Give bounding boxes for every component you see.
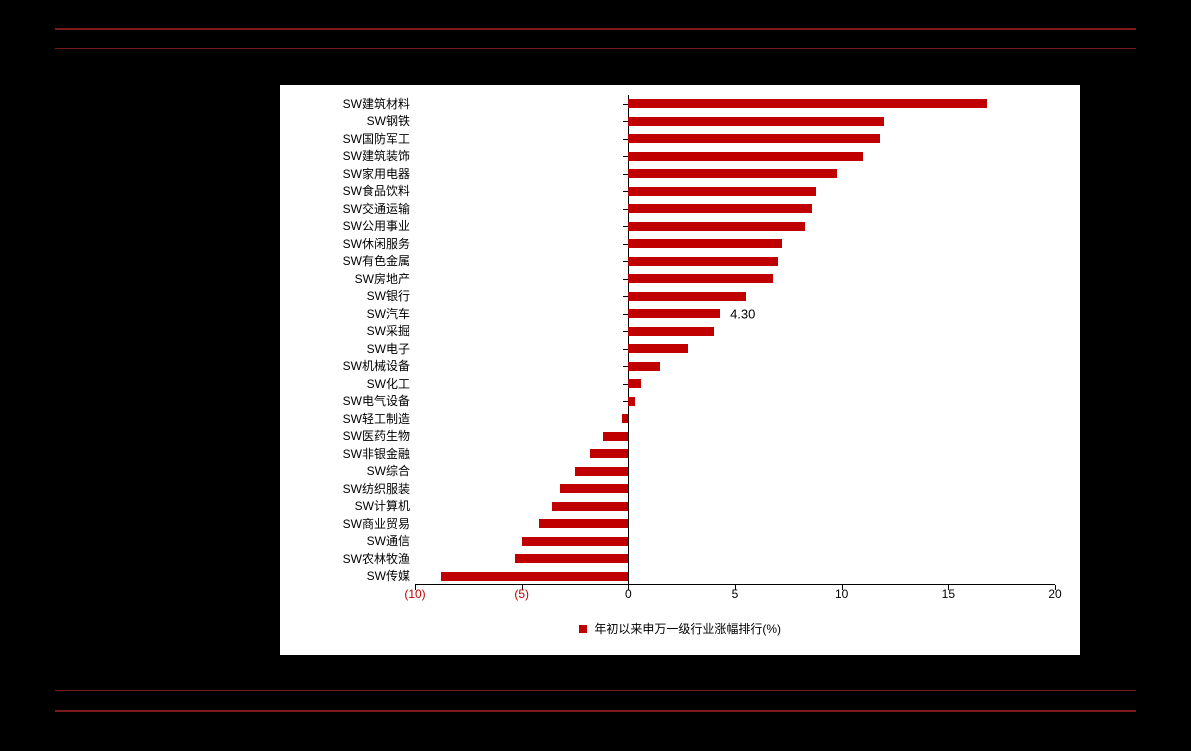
plot-area: 4.30 [415, 95, 1055, 585]
bar [628, 152, 863, 161]
data-label: 4.30 [730, 306, 755, 321]
bar [628, 239, 782, 248]
x-axis-labels: (10)(5)05101520 [415, 587, 1055, 607]
category-label: SW交通运输 [280, 203, 410, 215]
category-label: SW商业贸易 [280, 518, 410, 530]
category-labels: SW建筑材料 SW钢铁 SW国防军工 SW建筑装饰 SW家用电器 SW食品饮料 SW交通运输… [280, 95, 415, 585]
bar [628, 292, 745, 301]
x-axis-label: 20 [1048, 587, 1061, 601]
bar [628, 204, 811, 213]
category-label: SW非银金融 [280, 448, 410, 460]
category-label: SW传媒 [280, 570, 410, 582]
bar [539, 519, 629, 528]
category-label: SW计算机 [280, 500, 410, 512]
category-label: SW家用电器 [280, 168, 410, 180]
bar [603, 432, 629, 441]
x-axis-label: (10) [404, 587, 425, 601]
category-label: SW采掘 [280, 325, 410, 337]
bar [628, 257, 777, 266]
bar [628, 187, 816, 196]
category-label: SW电气设备 [280, 395, 410, 407]
bar [628, 379, 641, 388]
category-label: SW综合 [280, 465, 410, 477]
bar [628, 117, 884, 126]
category-label: SW银行 [280, 290, 410, 302]
x-axis-label: 0 [625, 587, 632, 601]
rule-bottom-thick [55, 710, 1136, 712]
category-label: SW农林牧渔 [280, 553, 410, 565]
bar [628, 169, 837, 178]
category-label: SW医药生物 [280, 430, 410, 442]
rule-bottom-thin [55, 690, 1136, 691]
bar [628, 344, 688, 353]
rule-top-thick [55, 28, 1136, 30]
category-label: SW电子 [280, 343, 410, 355]
bar [515, 554, 628, 563]
bar [560, 484, 628, 493]
category-label: SW公用事业 [280, 220, 410, 232]
category-label: SW汽车 [280, 308, 410, 320]
x-axis-label: 15 [942, 587, 955, 601]
category-label: SW有色金属 [280, 255, 410, 267]
bar [628, 397, 634, 406]
bar [575, 467, 628, 476]
page-root: SW建筑材料 SW钢铁 SW国防军工 SW建筑装饰 SW家用电器 SW食品饮料 SW交通运输… [0, 0, 1191, 751]
category-label: SW建筑材料 [280, 98, 410, 110]
chart-frame: SW建筑材料 SW钢铁 SW国防军工 SW建筑装饰 SW家用电器 SW食品饮料 SW交通运输… [280, 85, 1080, 655]
bar [622, 414, 628, 423]
bar [590, 449, 628, 458]
bar [441, 572, 629, 581]
bar [522, 537, 629, 546]
bar [628, 99, 986, 108]
category-label: SW纺织服装 [280, 483, 410, 495]
bar [552, 502, 629, 511]
bar [628, 362, 660, 371]
x-axis-label: 5 [732, 587, 739, 601]
category-label: SW建筑装饰 [280, 150, 410, 162]
x-axis-label: (5) [514, 587, 529, 601]
category-label: SW国防军工 [280, 133, 410, 145]
bar [628, 134, 880, 143]
bar [628, 309, 720, 318]
rule-top-thin [55, 48, 1136, 49]
bar [628, 327, 713, 336]
category-label: SW化工 [280, 378, 410, 390]
x-axis-label: 10 [835, 587, 848, 601]
legend-swatch [579, 625, 587, 633]
category-label: SW休闲服务 [280, 238, 410, 250]
category-label: SW轻工制造 [280, 413, 410, 425]
category-label: SW机械设备 [280, 360, 410, 372]
legend: 年初以来申万一级行业涨幅排行(%) [280, 620, 1080, 637]
category-label: SW通信 [280, 535, 410, 547]
legend-text: 年初以来申万一级行业涨幅排行(%) [594, 622, 781, 636]
bar [628, 222, 805, 231]
bar [628, 274, 773, 283]
category-label: SW食品饮料 [280, 185, 410, 197]
category-label: SW钢铁 [280, 115, 410, 127]
category-label: SW房地产 [280, 273, 410, 285]
